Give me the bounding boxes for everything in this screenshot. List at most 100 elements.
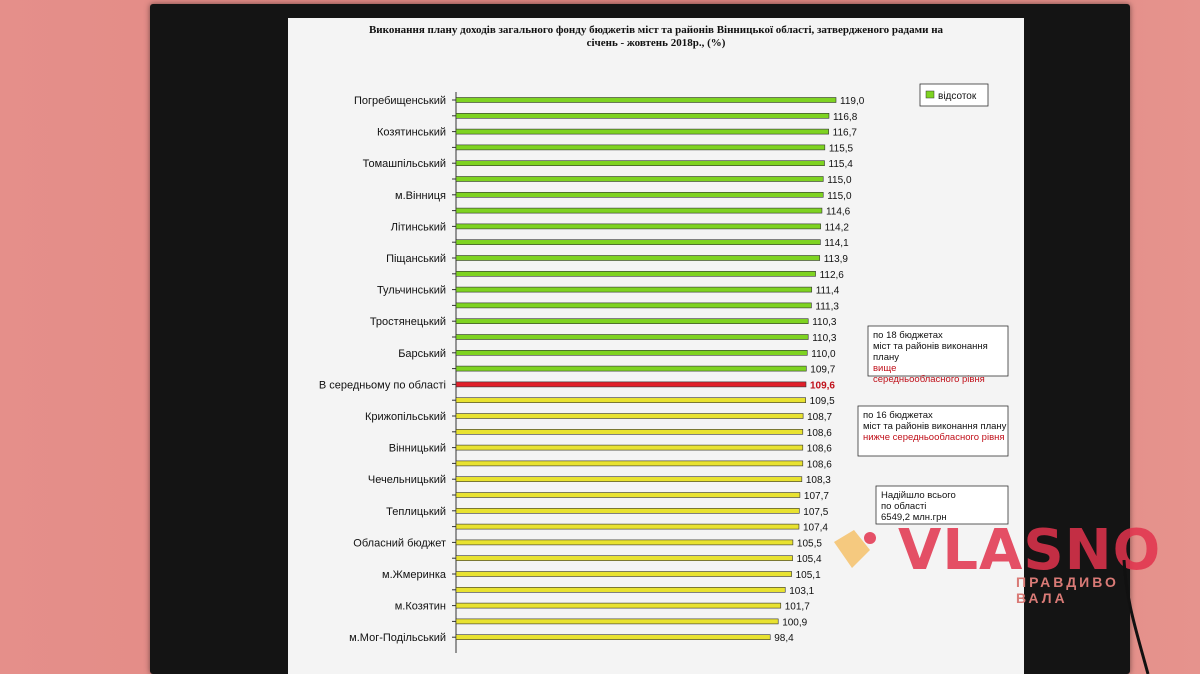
bar-value-label: 108,7 [807, 412, 832, 423]
bar [455, 571, 792, 577]
bar [455, 239, 821, 245]
bar-value-label: 107,7 [804, 491, 829, 502]
annotation-box [857, 405, 1009, 457]
bar [455, 507, 800, 514]
bar [455, 271, 816, 277]
bar [455, 428, 804, 435]
bar [455, 97, 837, 103]
bar-value-label: 108,6 [807, 428, 832, 439]
bar [455, 460, 804, 467]
annotation-highlight: вище [873, 363, 896, 374]
bar [455, 413, 804, 419]
category-label: Вінницький [389, 443, 446, 455]
bar [455, 397, 806, 404]
bar [455, 286, 813, 293]
bar-value-label: 110,3 [812, 317, 837, 328]
presentation-screen: Виконання плану доходів загального фонду… [288, 18, 1024, 674]
category-label: Барський [398, 348, 446, 360]
bar-value-label: 113,9 [824, 254, 849, 265]
annotation-text: 6549,2 млн.грн [881, 512, 947, 523]
bar [455, 618, 779, 625]
category-label: м.Мог-Подільський [349, 632, 446, 644]
bar-value-label: 115,0 [827, 191, 852, 202]
bar-value-label: 107,4 [803, 523, 828, 534]
category-label: Томашпільський [363, 158, 446, 170]
bar [455, 349, 808, 356]
bar-chart: 119,0 116,8 116,7 115,5 115,4 115,0 115,0 114,6… [319, 83, 1009, 653]
bar [455, 539, 794, 546]
chart-title: Виконання плану доходів загального фонду… [288, 24, 1024, 50]
annotation-highlight: нижче середньообласного рівня [863, 432, 1005, 443]
bar [455, 192, 824, 198]
bar [455, 176, 824, 182]
annotation-text: по області [881, 501, 926, 512]
bar [455, 113, 830, 119]
bar-value-label: 116,7 [833, 128, 858, 139]
bar-value-label: 111,3 [815, 301, 839, 312]
legend-label: відсоток [938, 91, 977, 102]
category-label: м.Вінниця [395, 190, 446, 202]
bar-value-label: 100,9 [782, 617, 807, 628]
bar [455, 381, 807, 388]
watermark-brand: VLASNO [898, 518, 1162, 583]
bar-value-label: 108,6 [807, 444, 832, 455]
bar-value-label: 114,1 [824, 238, 849, 249]
bar [455, 255, 821, 261]
annotation-box [867, 325, 1009, 377]
chart-title-line-2: січень - жовтень 2018р., (%) [586, 37, 726, 49]
annotation-highlight: середньообласного рівня [873, 374, 985, 385]
bar-value-label: 109,5 [810, 396, 835, 407]
watermark-tagline: ПРАВДИВО ВАЛА [1016, 574, 1119, 606]
bar-value-label: 116,8 [833, 112, 858, 123]
bar [455, 207, 823, 214]
category-label: Літинський [391, 221, 446, 233]
legend-box [919, 83, 989, 107]
bar-value-label: 108,6 [807, 459, 832, 470]
logo-mark-icon [834, 530, 876, 568]
category-label: Козятинський [377, 127, 446, 139]
category-label: Погребищенський [354, 95, 446, 107]
bar [455, 128, 829, 135]
category-label: В середньому по області [319, 379, 446, 391]
bar-value-label: 109,6 [810, 380, 835, 391]
annotation-text: по 18 бюджетах [873, 330, 943, 341]
chart-title-line-1: Виконання плану доходів загального фонду… [368, 24, 944, 36]
bar [455, 523, 800, 530]
bar-value-label: 101,7 [785, 602, 810, 613]
bar [455, 555, 793, 562]
bar-value-label: 110,3 [812, 333, 837, 344]
bar-value-label: 105,5 [797, 538, 822, 549]
bar [455, 444, 804, 451]
bar-value-label: 103,1 [789, 586, 814, 597]
bar [455, 318, 809, 325]
bar-value-label: 114,6 [826, 207, 851, 218]
bar [455, 365, 807, 372]
annotation-text: по 16 бюджетах [863, 410, 933, 421]
bar-value-label: 112,6 [820, 270, 845, 281]
bar-value-label: 105,1 [796, 570, 821, 581]
bar [455, 223, 821, 230]
bar-value-label: 115,0 [827, 175, 852, 186]
bar-value-label: 110,0 [811, 349, 836, 360]
category-label: Чечельницький [368, 474, 446, 486]
bar [455, 492, 801, 498]
vlasno-watermark: VLASNO ПРАВДИВО ВАЛА [830, 518, 1170, 606]
bar-value-label: 111,4 [816, 286, 840, 297]
annotation-text: плану [873, 352, 899, 363]
category-label: Теплицький [386, 506, 446, 518]
bar [455, 160, 825, 166]
bar [455, 302, 812, 309]
bar [455, 144, 826, 151]
bar-value-label: 108,3 [806, 475, 831, 486]
bar [455, 476, 803, 483]
power-cable [1122, 560, 1150, 674]
bar-value-label: 107,5 [803, 507, 828, 518]
bar-value-label: 105,4 [797, 554, 822, 565]
category-label: Крижопільський [365, 411, 446, 423]
legend-swatch [925, 90, 935, 99]
annotation-box [875, 485, 1009, 525]
category-label: Тульчинський [377, 285, 446, 297]
bar-value-label: 98,4 [774, 633, 794, 644]
category-label: м.Козятин [395, 601, 446, 613]
category-label: Піщанський [386, 253, 446, 265]
